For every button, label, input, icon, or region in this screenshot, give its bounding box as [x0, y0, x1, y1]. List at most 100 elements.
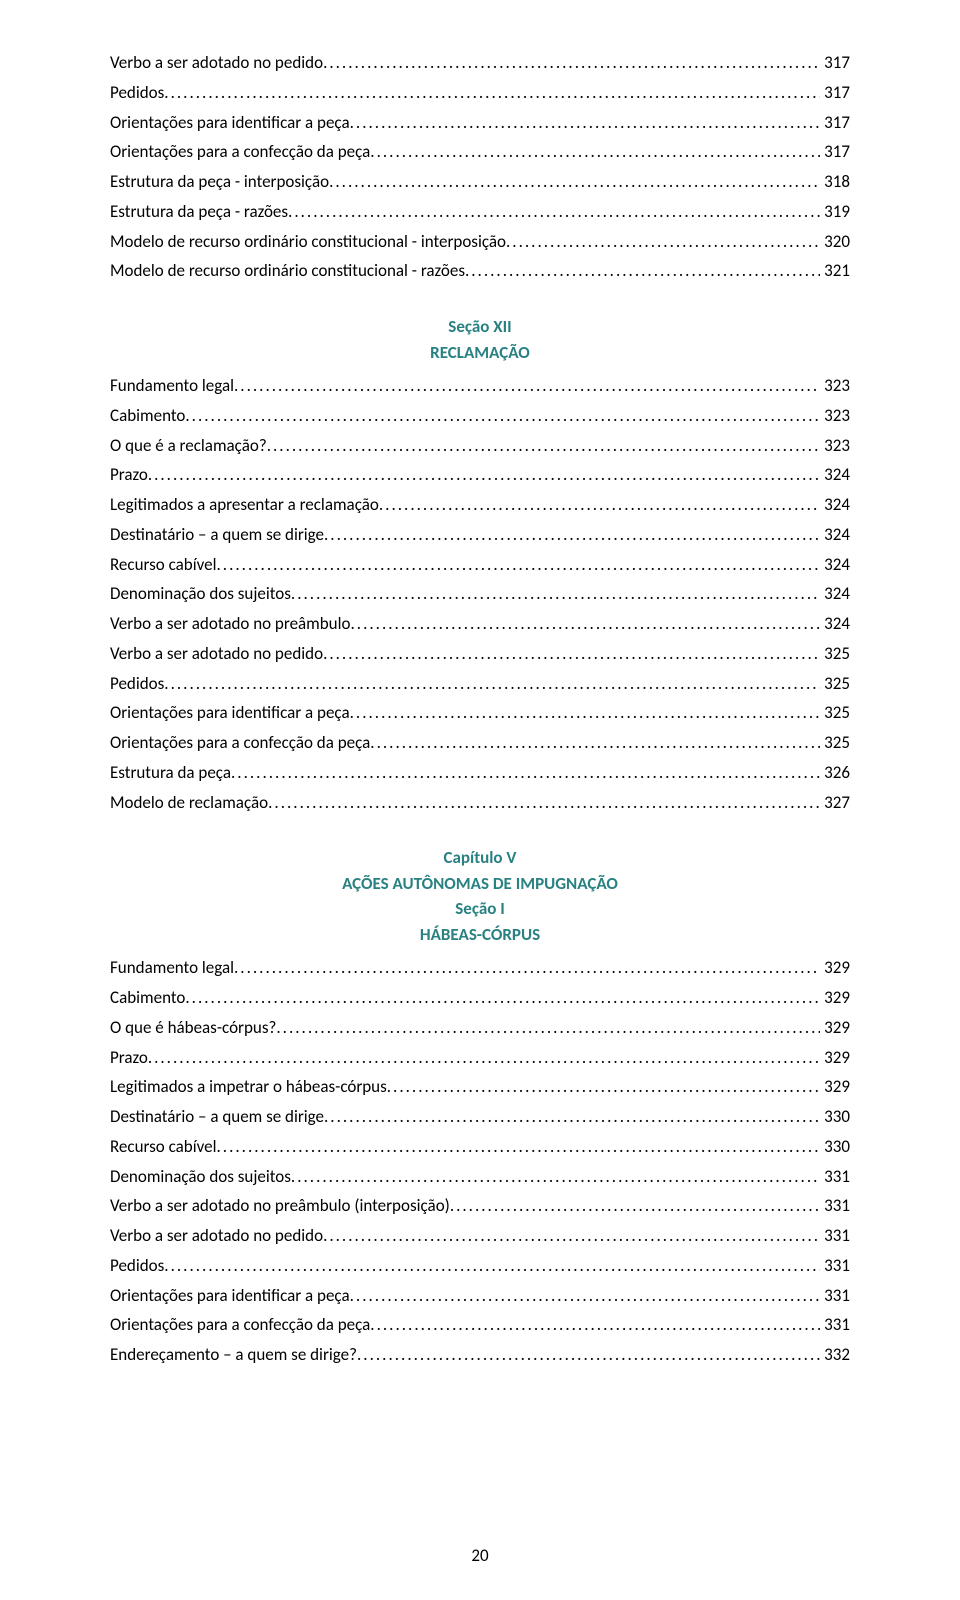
toc-leader-dots: [370, 728, 820, 758]
toc-label: O que é a reclamação?: [110, 431, 267, 461]
toc-page: 329: [820, 1072, 850, 1102]
toc-row: Modelo de reclamação 327: [110, 788, 850, 818]
toc-page: 331: [820, 1162, 850, 1192]
toc-label: Orientações para a confecção da peça: [110, 137, 370, 167]
toc-page: 317: [820, 137, 850, 167]
heading-line: HÁBEAS-CÓRPUS: [110, 922, 850, 948]
toc-row: Orientações para identificar a peça331: [110, 1281, 850, 1311]
toc-row: Pedidos 331: [110, 1251, 850, 1281]
toc-label: Verbo a ser adotado no pedido: [110, 48, 323, 78]
toc-leader-dots: [164, 669, 820, 699]
toc-page: 329: [820, 983, 850, 1013]
toc-label: Recurso cabível: [110, 1132, 217, 1162]
toc-label: Orientações para a confecção da peça: [110, 1310, 370, 1340]
toc-leader-dots: [350, 609, 820, 639]
toc-page: 318: [820, 167, 850, 197]
toc-page: 324: [820, 520, 850, 550]
toc-page: 324: [820, 550, 850, 580]
toc-page: 331: [820, 1310, 850, 1340]
toc-page: 325: [820, 698, 850, 728]
toc-label: Verbo a ser adotado no preâmbulo (interp…: [110, 1191, 450, 1221]
toc-page: 319: [820, 197, 850, 227]
toc-leader-dots: [234, 371, 820, 401]
toc-label: Cabimento: [110, 401, 185, 431]
toc-label: Legitimados a apresentar a reclamação: [110, 490, 379, 520]
toc-page: 329: [820, 1043, 850, 1073]
toc-row: O que é a reclamação? 323: [110, 431, 850, 461]
toc-page: 331: [820, 1251, 850, 1281]
toc-leader-dots: [276, 1013, 820, 1043]
toc-label: Verbo a ser adotado no preâmbulo: [110, 609, 350, 639]
toc-leader-dots: [185, 983, 820, 1013]
toc-leader-dots: [329, 167, 820, 197]
toc-label: Verbo a ser adotado no pedido: [110, 1221, 323, 1251]
toc-page: 317: [820, 108, 850, 138]
toc-page: 324: [820, 460, 850, 490]
toc-page: 332: [820, 1340, 850, 1370]
toc-page: 324: [820, 490, 850, 520]
toc-label: O que é hábeas-córpus?: [110, 1013, 276, 1043]
toc-row: Destinatário – a quem se dirige 324: [110, 520, 850, 550]
toc-label: Modelo de recurso ordinário constitucion…: [110, 227, 506, 257]
toc-page: 325: [820, 639, 850, 669]
toc-leader-dots: [350, 1281, 821, 1311]
toc-page: 330: [820, 1132, 850, 1162]
toc-page: 325: [820, 728, 850, 758]
toc-label: Modelo de reclamação: [110, 788, 268, 818]
toc-page: 329: [820, 953, 850, 983]
toc-leader-dots: [217, 550, 821, 580]
toc-leader-dots: [450, 1191, 820, 1221]
toc-row: Verbo a ser adotado no preâmbulo (interp…: [110, 1191, 850, 1221]
toc-page: 326: [820, 758, 850, 788]
toc-row: Estrutura da peça - razões319: [110, 197, 850, 227]
toc-page: 324: [820, 579, 850, 609]
toc-row: Verbo a ser adotado no preâmbulo 324: [110, 609, 850, 639]
toc-leader-dots: [350, 698, 821, 728]
toc-leader-dots: [291, 1162, 820, 1192]
toc-page: 323: [820, 431, 850, 461]
toc-leader-dots: [164, 78, 820, 108]
toc-leader-dots: [323, 639, 820, 669]
toc-row: Cabimento323: [110, 401, 850, 431]
toc-label: Legitimados a impetrar o hábeas-córpus: [110, 1072, 387, 1102]
heading-line: RECLAMAÇÃO: [110, 340, 850, 366]
toc-page: 330: [820, 1102, 850, 1132]
toc-label: Pedidos: [110, 1251, 164, 1281]
toc-leader-dots: [185, 401, 820, 431]
toc-leader-dots: [323, 1221, 820, 1251]
toc-row: Orientações para a confecção da peça 331: [110, 1310, 850, 1340]
toc-label: Destinatário – a quem se dirige: [110, 1102, 324, 1132]
toc-row: Estrutura da peça - interposição 318: [110, 167, 850, 197]
toc-label: Denominação dos sujeitos: [110, 579, 291, 609]
toc-label: Prazo: [110, 460, 148, 490]
toc-page: 329: [820, 1013, 850, 1043]
toc-label: Orientações para a confecção da peça: [110, 728, 370, 758]
heading-line: Capítulo V: [110, 845, 850, 871]
toc-label: Fundamento legal: [110, 371, 234, 401]
toc-leader-dots: [350, 108, 821, 138]
toc-leader-dots: [324, 520, 820, 550]
toc-label: Verbo a ser adotado no pedido: [110, 639, 323, 669]
toc-row: Verbo a ser adotado no pedido 325: [110, 639, 850, 669]
toc-page: 331: [820, 1221, 850, 1251]
toc-leader-dots: [465, 256, 820, 286]
toc-leader-dots: [148, 1043, 820, 1073]
toc-label: Destinatário – a quem se dirige: [110, 520, 324, 550]
toc-label: Estrutura da peça - interposição: [110, 167, 329, 197]
toc-leader-dots: [164, 1251, 820, 1281]
heading-line: Seção XII: [110, 314, 850, 340]
toc-leader-dots: [148, 460, 820, 490]
heading-line: Seção I: [110, 896, 850, 922]
toc-leader-dots: [217, 1132, 821, 1162]
toc-row: Denominação dos sujeitos331: [110, 1162, 850, 1192]
toc-row: Endereçamento – a quem se dirige? 332: [110, 1340, 850, 1370]
toc-row: Fundamento legal329: [110, 953, 850, 983]
toc-row: Modelo de recurso ordinário constitucion…: [110, 256, 850, 286]
toc-row: Verbo a ser adotado no pedido 331: [110, 1221, 850, 1251]
toc-page: 327: [820, 788, 850, 818]
toc-row: Legitimados a impetrar o hábeas-córpus 32…: [110, 1072, 850, 1102]
toc-label: Endereçamento – a quem se dirige?: [110, 1340, 357, 1370]
toc-leader-dots: [370, 137, 820, 167]
toc-page: 324: [820, 609, 850, 639]
toc-row: Orientações para identificar a peça325: [110, 698, 850, 728]
